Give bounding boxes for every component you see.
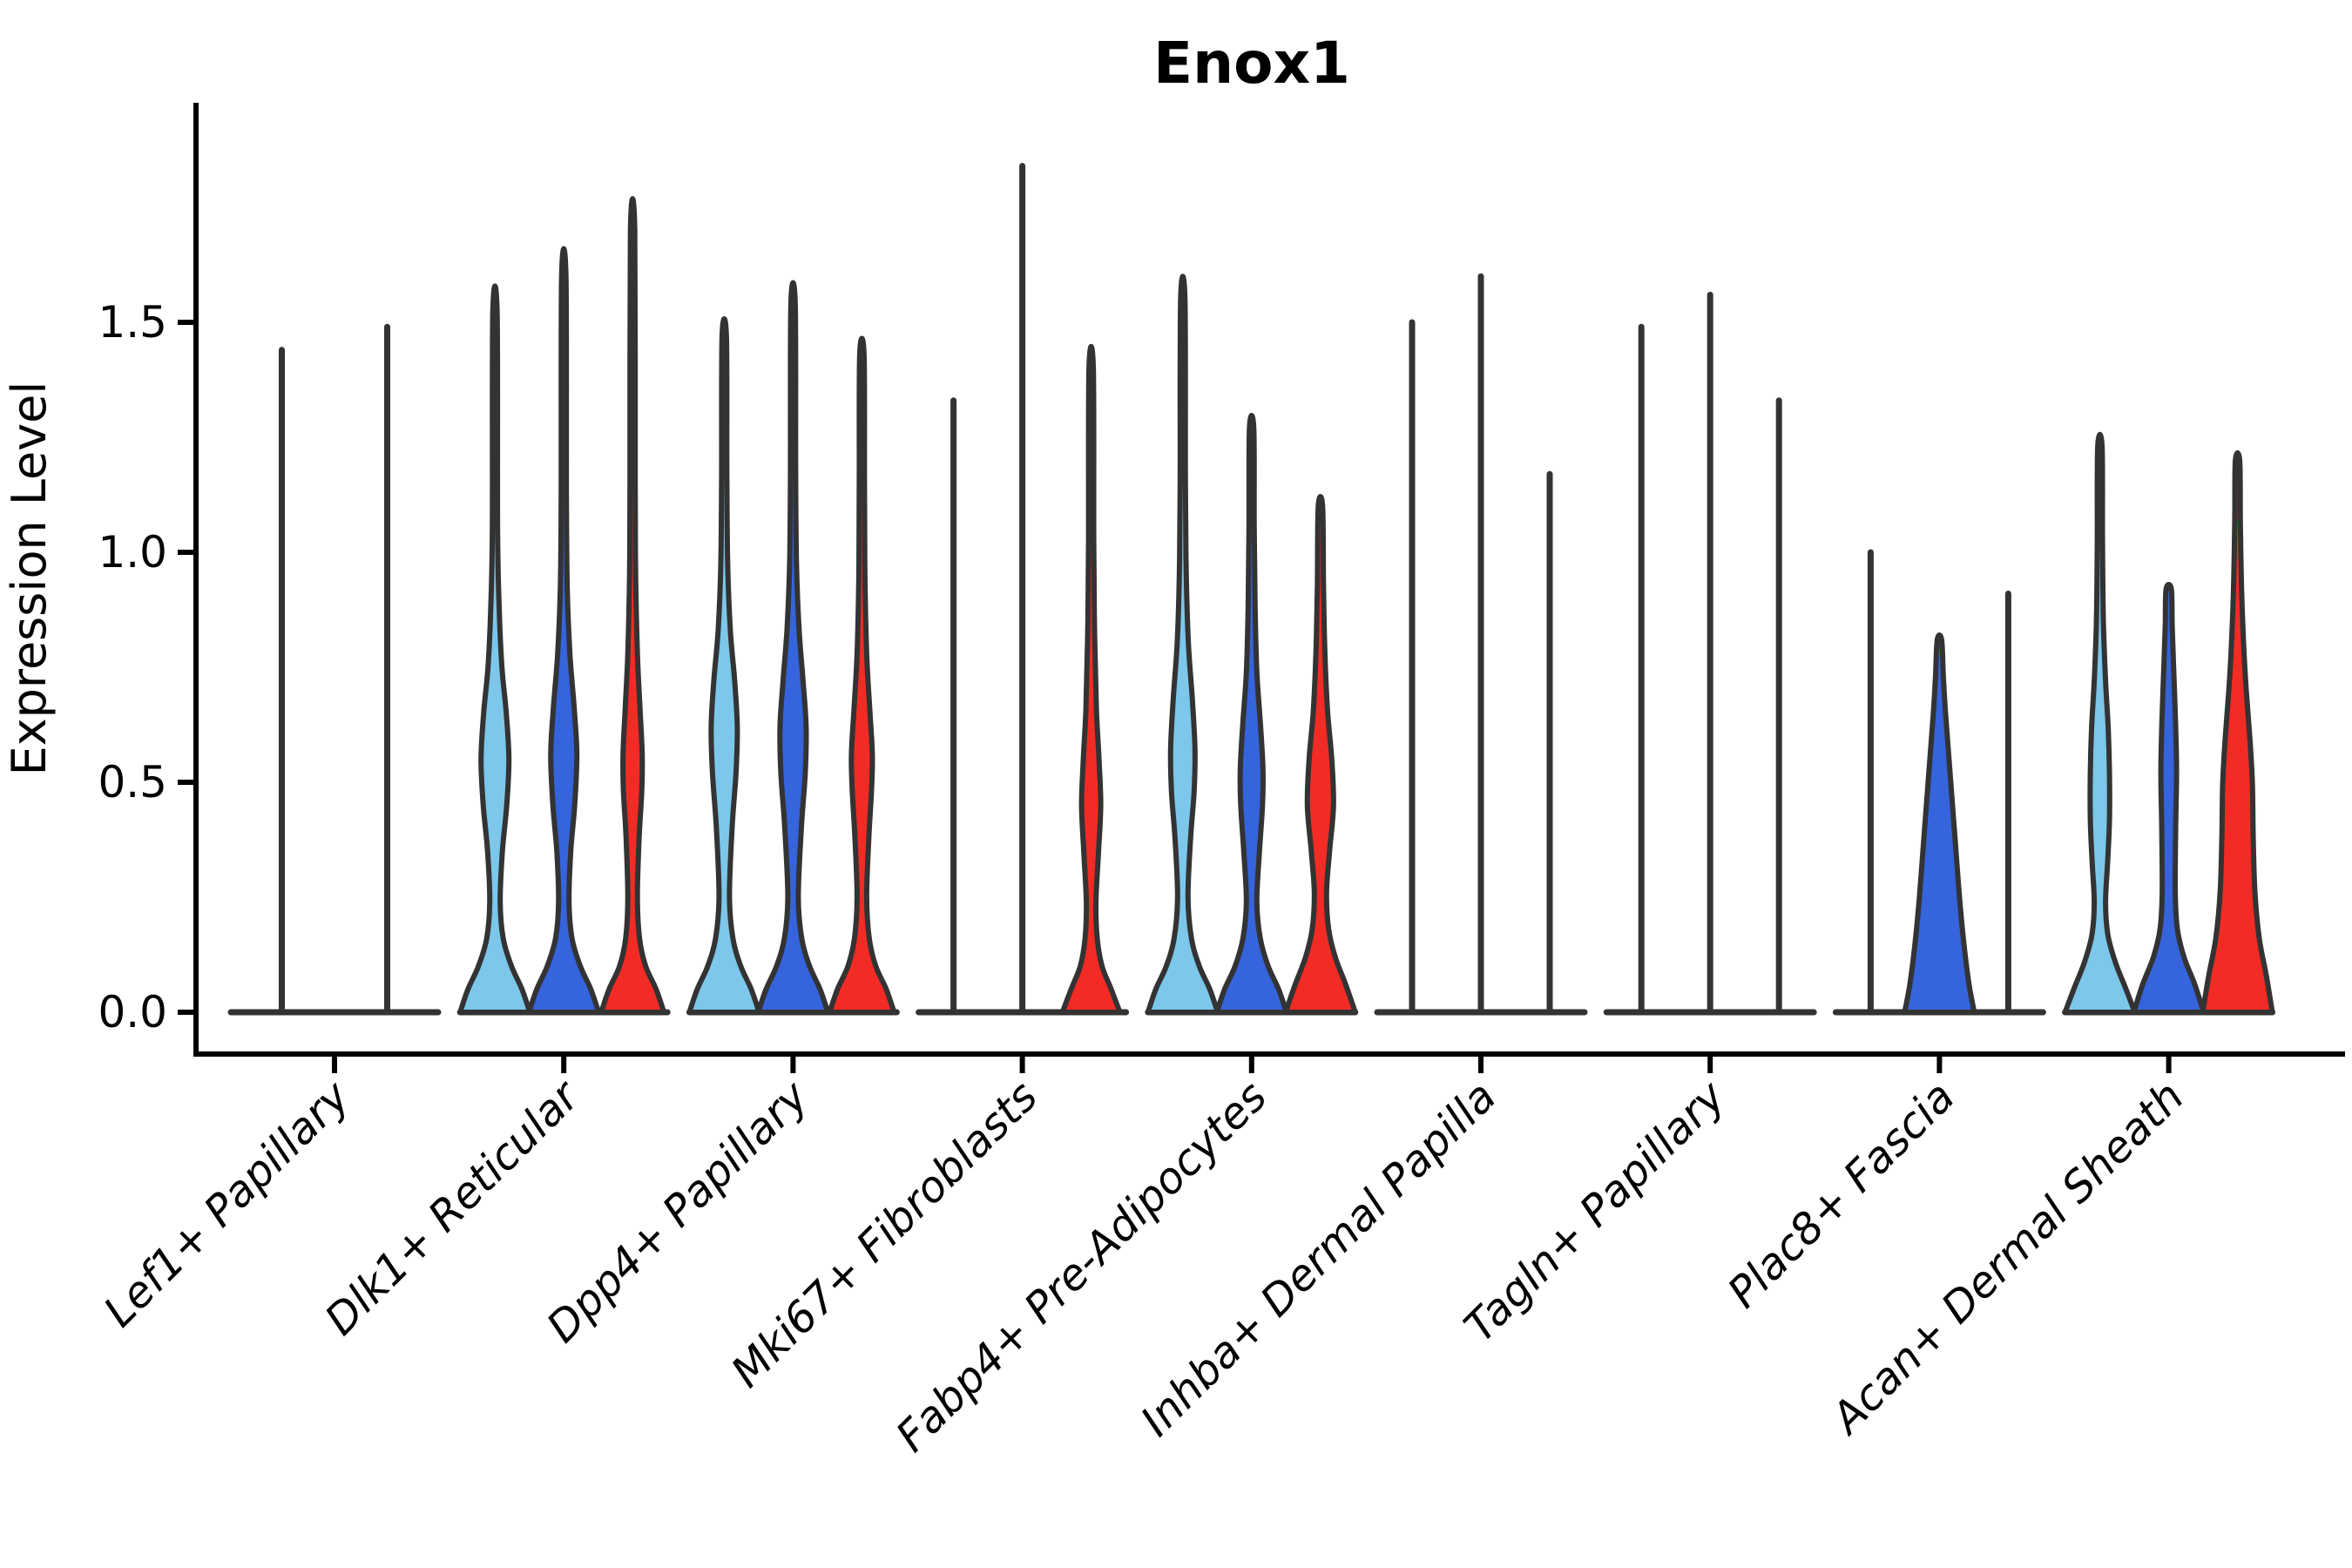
violin-1-darkblue — [526, 246, 602, 1015]
violin-4-lightblue — [1145, 274, 1220, 1015]
violin-2-darkblue — [755, 280, 831, 1015]
violin-1-red — [598, 196, 667, 1015]
y-tick-label-1: 0.5 — [98, 757, 167, 808]
violin-7-darkblue — [1902, 632, 1977, 1015]
y-tick-label-0: 0.0 — [98, 987, 167, 1037]
violin-4-red — [1282, 493, 1358, 1015]
y-tick-label-3: 1.5 — [98, 297, 167, 348]
x-tick-label-4: Fabp4+ Pre-Adipocytes — [887, 1071, 1277, 1462]
y-tick-label-2: 1.0 — [98, 527, 167, 578]
y-axis-label: Expression Level — [2, 382, 57, 776]
violin-marks — [279, 162, 2275, 1016]
chart-title: Enox1 — [1153, 30, 1350, 97]
violin-8-lightblue — [2062, 431, 2138, 1015]
violin-8-red — [2200, 449, 2275, 1015]
x-tick-label-1: Dlk1+ Reticular — [315, 1070, 590, 1344]
x-tick-label-0: Lef1+ Papillary — [94, 1071, 360, 1336]
violin-3-red — [1059, 344, 1123, 1015]
violin-1-lightblue — [457, 283, 533, 1015]
violin-8-darkblue — [2131, 581, 2207, 1015]
violin-2-red — [827, 335, 897, 1015]
violin-4-darkblue — [1213, 412, 1289, 1015]
x-tick-label-7: Plac8+ Fascia — [1719, 1071, 1964, 1317]
violin-2-lightblue — [686, 316, 762, 1015]
